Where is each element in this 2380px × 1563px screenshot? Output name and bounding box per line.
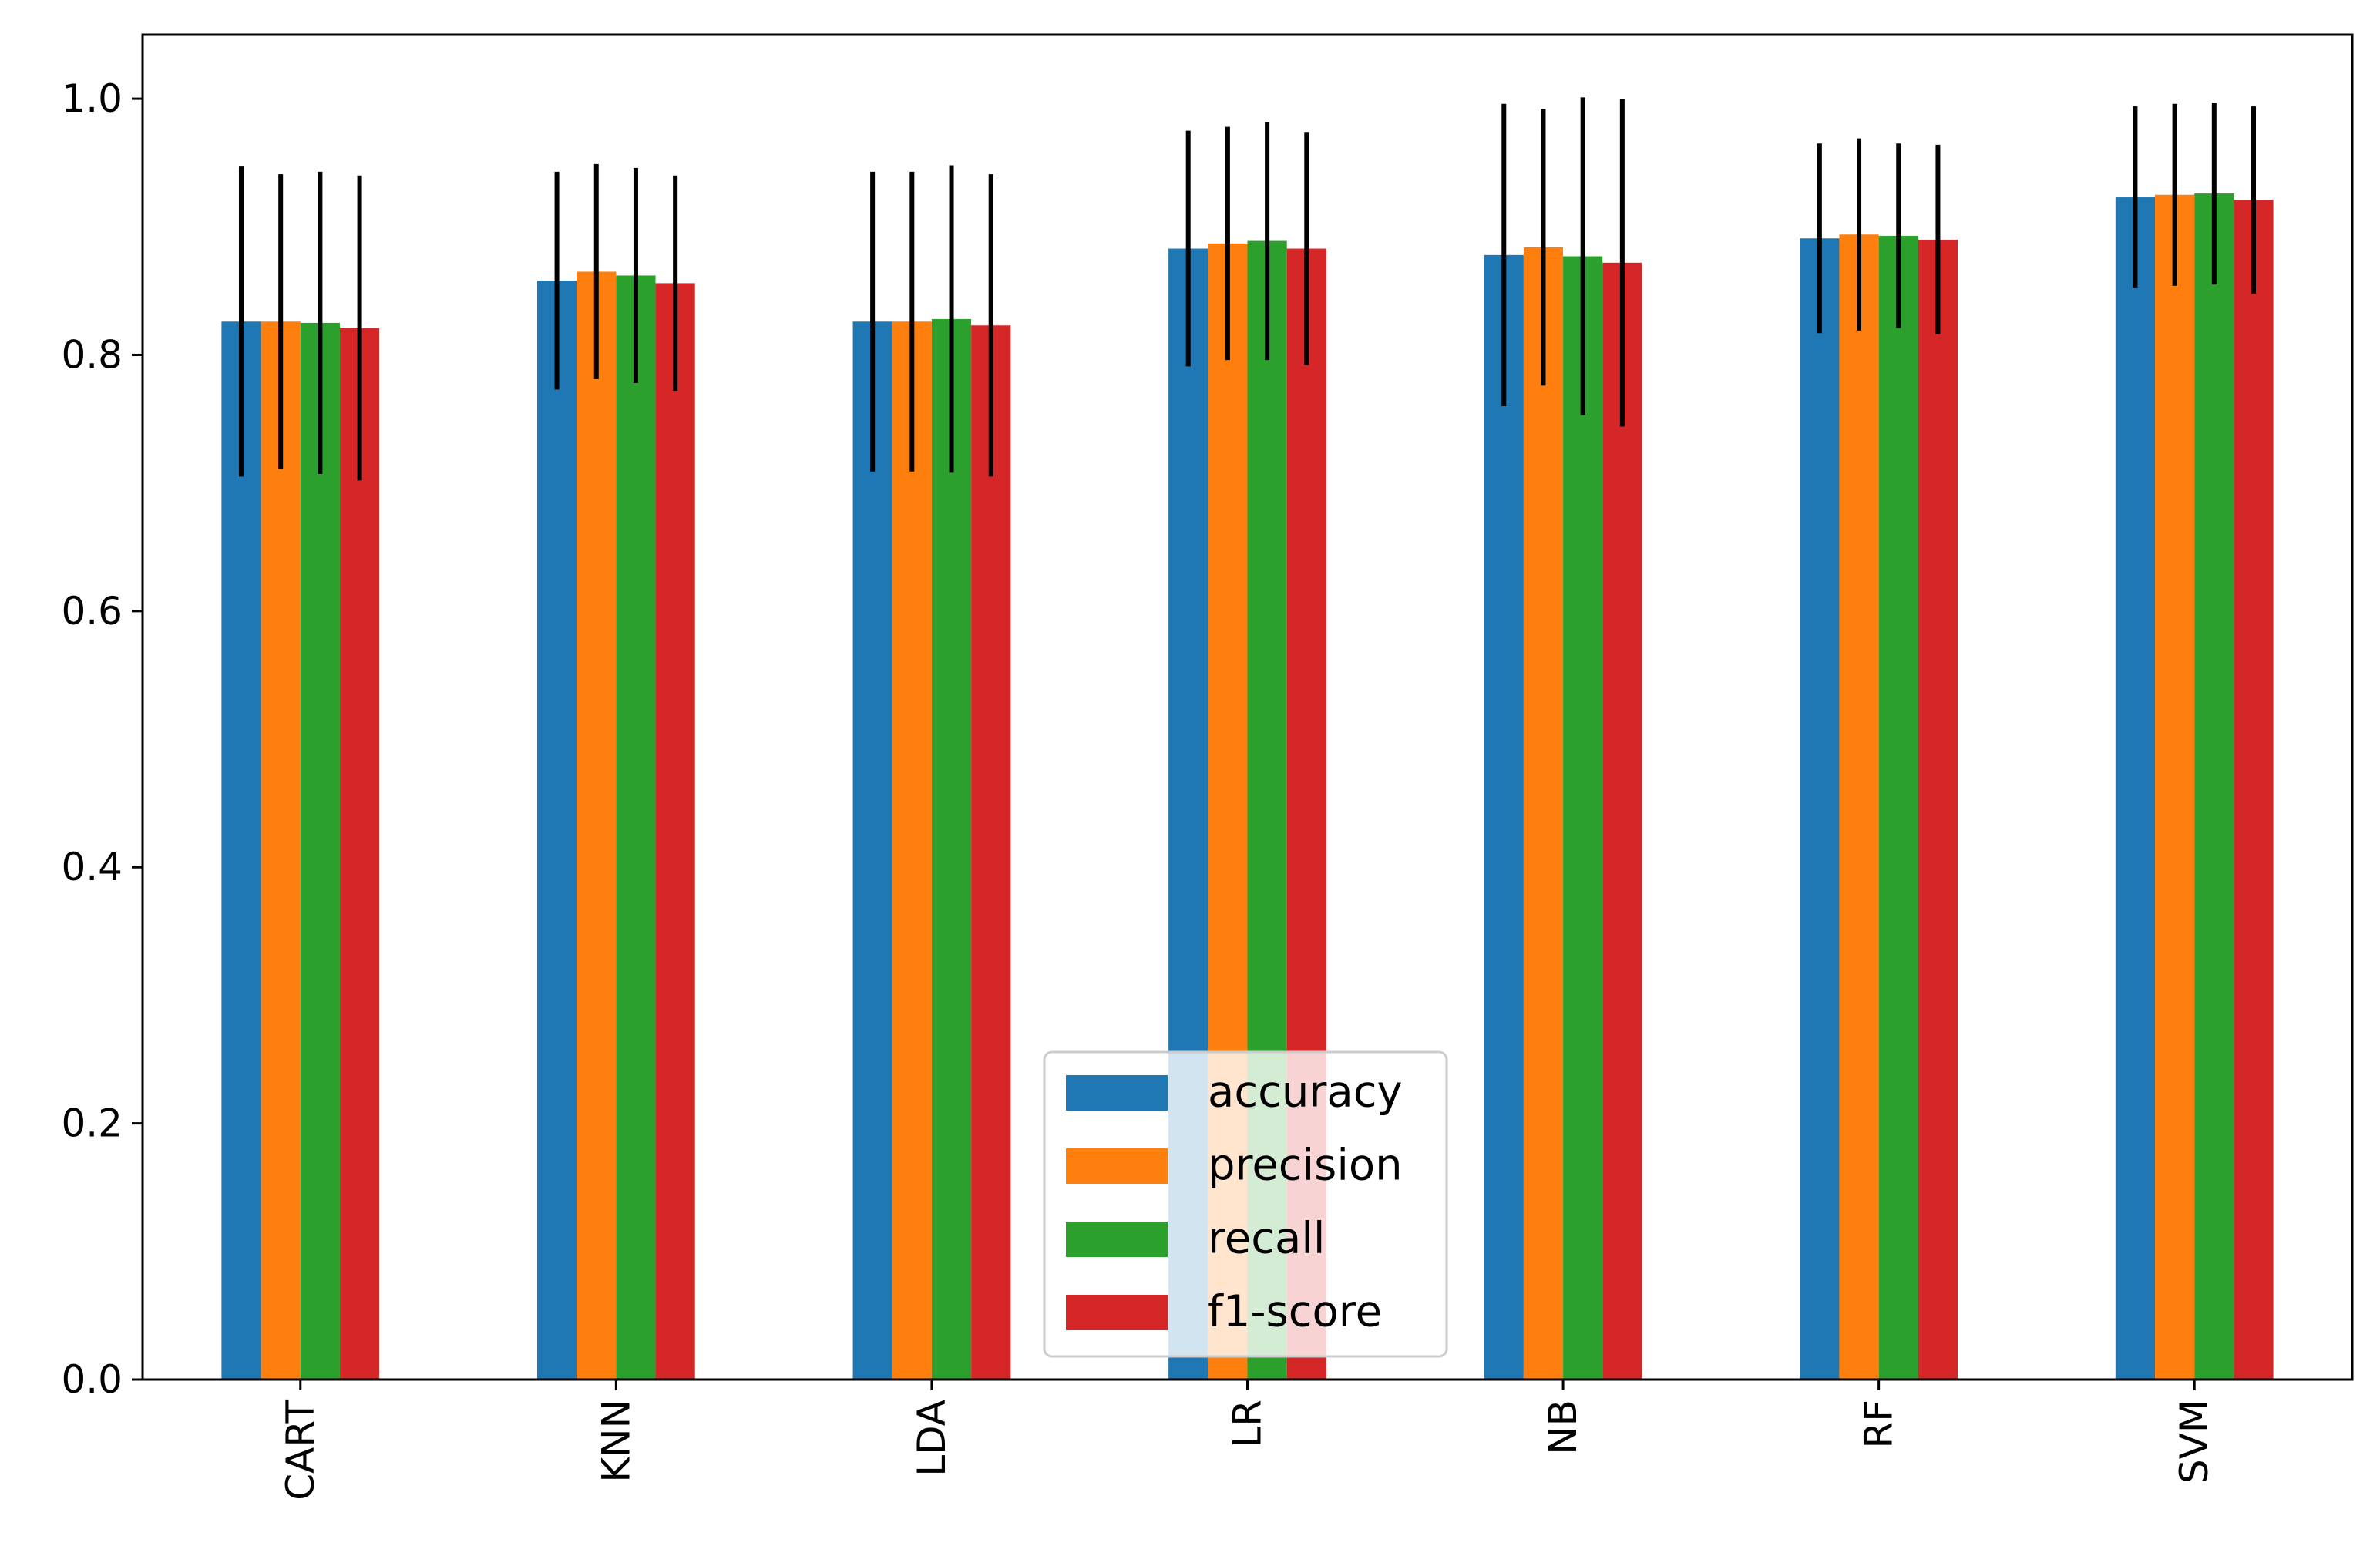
bar-rf-f1-score [1918, 239, 1958, 1380]
bar-knn-precision [577, 271, 617, 1380]
bar-lda-f1-score [971, 325, 1011, 1380]
x-tick-label-lr: LR [1225, 1400, 1270, 1448]
legend-label-f1-score: f1-score [1208, 1287, 1382, 1337]
bar-lda-precision [892, 321, 932, 1380]
bar-rf-precision [1839, 234, 1879, 1380]
bar-svm-recall [2194, 193, 2234, 1380]
bar-nb-recall [1563, 256, 1603, 1380]
bar-cart-precision [261, 321, 301, 1380]
bar-cart-accuracy [221, 321, 261, 1380]
legend[interactable]: accuracy precision recall f1-score [1043, 1050, 1448, 1358]
legend-label-accuracy: accuracy [1208, 1067, 1403, 1118]
bar-knn-accuracy [536, 281, 577, 1380]
bar-svm-precision [2155, 194, 2195, 1380]
y-tick-label: 0.4 [61, 845, 123, 889]
error-bars-layer [238, 97, 2257, 481]
bar-cart-f1-score [339, 328, 380, 1380]
y-tick-label: 0.6 [61, 589, 123, 634]
legend-label-precision: precision [1208, 1141, 1403, 1191]
bar-nb-f1-score [1602, 262, 1642, 1380]
x-tick-label-nb: NB [1541, 1400, 1585, 1455]
legend-swatch-recall [1066, 1222, 1168, 1257]
y-tick-label: 0.8 [61, 332, 123, 377]
x-tick-label-svm: SVM [2172, 1400, 2217, 1484]
x-tick-label-lda: LDA [909, 1400, 954, 1477]
y-tick-label: 0.0 [61, 1357, 123, 1402]
bar-rf-accuracy [1800, 238, 1840, 1380]
bar-lda-accuracy [852, 321, 892, 1380]
y-axis: 0.0 0.2 0.4 0.6 0.8 1.0 [61, 76, 143, 1402]
legend-label-recall: recall [1208, 1214, 1325, 1264]
legend-swatch-accuracy [1066, 1075, 1168, 1111]
bars-layer [221, 193, 2274, 1380]
legend-box [1043, 1050, 1448, 1358]
bar-knn-f1-score [655, 283, 695, 1380]
x-tick-label-rf: RF [1857, 1400, 1901, 1449]
x-axis: CART KNN LDA LR NB RF SVM [278, 1380, 2217, 1501]
bar-svm-accuracy [2115, 197, 2156, 1380]
bar-knn-recall [616, 275, 656, 1380]
legend-swatch-precision [1066, 1148, 1168, 1184]
bar-nb-accuracy [1484, 254, 1524, 1380]
bar-cart-recall [300, 322, 340, 1380]
bar-lda-recall [931, 318, 972, 1380]
bar-nb-precision [1523, 247, 1564, 1380]
x-tick-label-cart: CART [278, 1400, 323, 1501]
x-tick-label-knn: KNN [593, 1400, 638, 1483]
bar-svm-f1-score [2234, 200, 2274, 1380]
y-tick-label: 0.2 [61, 1101, 123, 1146]
legend-swatch-f1-score [1066, 1295, 1168, 1330]
bar-rf-recall [1878, 235, 1918, 1380]
y-tick-label: 1.0 [61, 76, 123, 121]
